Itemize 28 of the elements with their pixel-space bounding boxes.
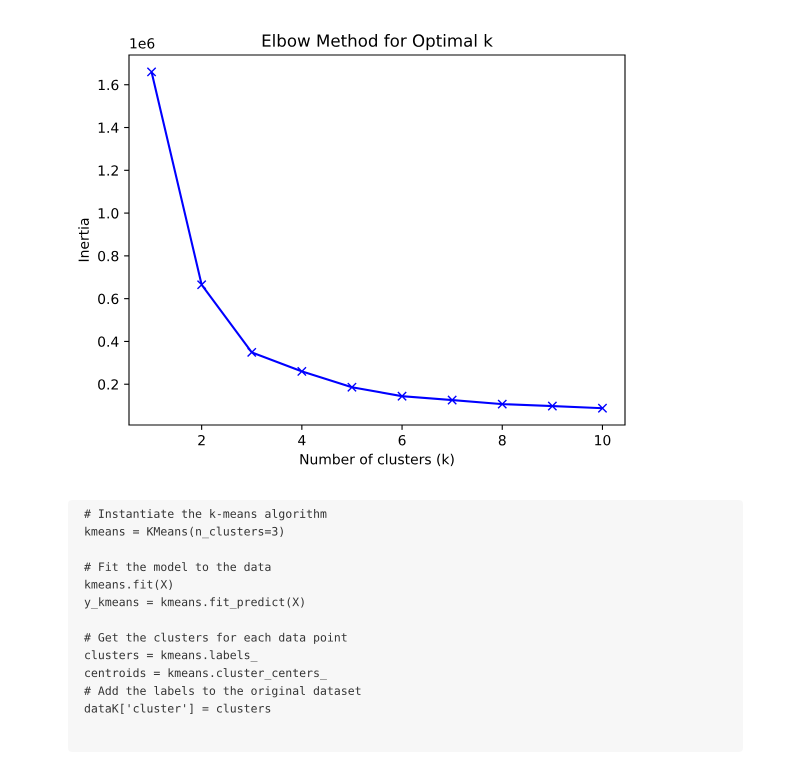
point [397,391,407,402]
y-tick-label: 0.6 [98,294,118,304]
point [497,399,508,409]
x-axis-title: Number of clusters (k) [300,454,454,466]
chart-title: Elbow Method for Optimal k [262,34,493,50]
text: # Instantiate the k-means algorithm kmeans = KMeans(n_clusters=3) # Fit the model to the data kmeans.fit(X) y_kmeans = kmeans.fit_predict(X) # Get the clusters for each data point clusters = kmeans.labels_ centroids = kmeans.cluster_centers_ # Add the labels to the original dataset dataK['cluster'] = clusters [84,509,360,714]
point [447,395,458,405]
point [598,403,608,414]
y-tick-label: 0.8 [98,250,118,262]
point [146,67,156,77]
y-tick-label: 1.0 [98,208,118,219]
y-tick-label: 1.6 [98,80,118,90]
x-tick-label: 4 [298,435,306,446]
point [296,366,307,376]
text: 1e6 [130,38,154,49]
x-tick-label: 2 [198,434,205,446]
y-axis-title: Inertia [78,218,89,262]
point [196,280,207,290]
y-tick-label: 0.4 [98,336,118,347]
x-tick-label: 8 [498,434,506,446]
x-tick-label: 10 [595,434,610,446]
point [246,347,257,358]
x-tick-label: 6 [398,434,406,446]
y-tick-label: 1.2 [98,165,118,176]
y-tick-label: 0.2 [98,379,118,390]
y-tick-label: 1.4 [98,122,118,133]
point [347,382,357,392]
point [547,401,558,411]
